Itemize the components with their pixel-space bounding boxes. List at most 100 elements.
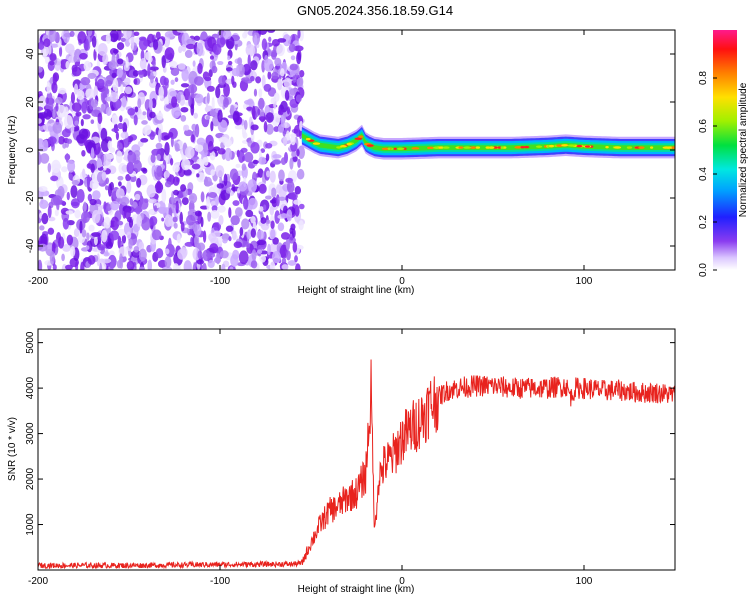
noise-blob — [250, 260, 258, 269]
noise-blob — [170, 79, 175, 85]
noise-blob — [71, 102, 82, 112]
noise-blob — [185, 43, 196, 50]
noise-blob — [116, 142, 123, 150]
noise-blob — [142, 111, 147, 116]
noise-blob — [270, 187, 277, 198]
noise-blob — [180, 184, 187, 192]
colorbar-tick-label: 0.0 — [698, 263, 709, 277]
noise-blob — [227, 60, 233, 66]
noise-blob — [156, 112, 164, 121]
noise-blob — [232, 200, 240, 206]
noise-blob — [117, 175, 124, 181]
noise-blob — [290, 55, 296, 61]
noise-blob — [280, 157, 287, 165]
noise-blob — [225, 187, 231, 194]
noise-blob — [163, 34, 171, 48]
noise-blob — [107, 140, 113, 151]
noise-blob — [207, 211, 212, 222]
colorbar-label: Normalized spectral amplitude — [738, 82, 749, 217]
signal-hotspot — [492, 146, 498, 149]
signal-hotspot — [576, 144, 583, 148]
noise-blob — [127, 107, 136, 116]
noise-blob — [79, 220, 83, 234]
noise-blob — [256, 229, 265, 240]
noise-blob — [112, 78, 119, 93]
noise-blob — [108, 60, 117, 71]
signal-hotspot — [650, 146, 654, 149]
noise-blob — [123, 207, 131, 220]
noise-blob — [217, 205, 226, 213]
noise-blob — [196, 173, 200, 178]
noise-blob — [149, 71, 154, 84]
noise-blob — [204, 76, 212, 82]
noise-blob — [267, 71, 272, 80]
noise-blob — [184, 146, 195, 159]
signal-hotspot — [488, 146, 495, 149]
noise-blob — [176, 30, 187, 33]
noise-blob — [194, 234, 200, 248]
noise-blob — [143, 198, 149, 204]
noise-blob — [217, 109, 223, 123]
noise-blob — [170, 67, 180, 77]
noise-blob — [277, 124, 285, 134]
colorbar-tick-label: 0.4 — [698, 167, 709, 181]
noise-blob — [293, 45, 304, 52]
noise-blob — [180, 83, 190, 88]
noise-blob — [176, 233, 181, 244]
noise-blob — [109, 181, 114, 191]
noise-blob — [156, 180, 162, 193]
noise-blob — [111, 128, 120, 133]
noise-blob — [70, 198, 80, 209]
noise-blob — [294, 204, 300, 217]
noise-blob — [163, 170, 170, 178]
noise-blob — [173, 222, 178, 229]
noise-blob — [123, 156, 129, 161]
noise-blob — [263, 58, 274, 72]
noise-blob — [101, 103, 105, 112]
y-tick-label: 2000 — [25, 467, 36, 490]
noise-blob — [49, 60, 55, 66]
noise-blob — [65, 152, 69, 163]
noise-blob — [149, 66, 159, 71]
noise-blob — [161, 46, 166, 52]
noise-blob — [190, 85, 195, 99]
noise-blob — [207, 140, 214, 153]
noise-blob — [120, 33, 124, 38]
noise-blob — [180, 106, 189, 113]
noise-blob — [155, 142, 163, 150]
noise-blob — [277, 109, 284, 116]
noise-blob — [235, 64, 239, 77]
noise-blob — [105, 79, 113, 87]
noise-blob — [247, 179, 258, 193]
noise-blob — [290, 223, 296, 231]
noise-blob — [194, 144, 204, 153]
noise-blob — [276, 43, 285, 57]
noise-blob — [96, 157, 102, 169]
noise-blob — [65, 43, 75, 54]
y-tick-label: 0 — [25, 147, 36, 153]
noise-blob — [57, 136, 65, 145]
noise-blob — [183, 129, 193, 137]
noise-blob — [296, 168, 305, 180]
noise-blob — [169, 90, 178, 97]
noise-blob — [134, 106, 139, 113]
noise-blob — [296, 77, 303, 87]
colorbar-ticks: 0.0 0.2 0.4 0.6 0.8 — [698, 71, 717, 277]
noise-blob — [118, 181, 122, 187]
noise-blob — [237, 149, 245, 163]
noise-blob — [63, 114, 74, 129]
noise-blob — [153, 205, 157, 211]
noise-blob — [128, 218, 134, 228]
noise-blob — [164, 181, 172, 188]
noise-blob — [104, 185, 109, 191]
noise-blob — [85, 88, 94, 99]
noise-blob — [184, 49, 193, 59]
noise-blob — [243, 119, 248, 130]
noise-blob — [133, 78, 138, 85]
noise-blob — [132, 51, 138, 56]
noise-blob — [91, 209, 101, 224]
noise-blob — [70, 245, 76, 257]
noise-blob — [51, 81, 58, 94]
noise-blob — [173, 263, 179, 270]
noise-blob — [93, 236, 98, 246]
